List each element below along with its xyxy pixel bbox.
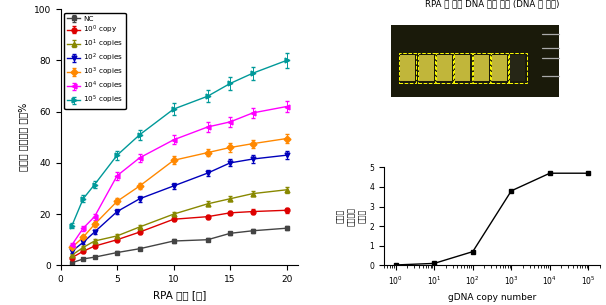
Text: 10$^0$: 10$^0$ [493, 99, 506, 108]
Bar [492, 56, 507, 81]
Bar [391, 25, 559, 97]
Bar [419, 56, 434, 81]
Bar [455, 56, 470, 81]
Y-axis label: 상대적 임피던스 변화%: 상대적 임피던스 변화% [18, 103, 28, 171]
Text: 10$^4$: 10$^4$ [420, 99, 433, 108]
Text: NC: NC [513, 101, 522, 106]
Bar [491, 53, 508, 83]
Bar [510, 56, 525, 81]
Bar [437, 56, 452, 81]
Text: 10$^2$: 10$^2$ [457, 99, 469, 108]
Bar [436, 53, 453, 83]
Text: 300bp: 300bp [563, 56, 580, 60]
Text: 1kbp: 1kbp [563, 31, 576, 36]
Y-axis label: 상대적
임피던스
변화량: 상대적 임피던스 변화량 [336, 207, 367, 226]
Text: 500bp: 500bp [563, 45, 580, 50]
Legend: NC, 10$^0$ copy, 10$^1$ copies, 10$^2$ copies, 10$^3$ copies, 10$^4$ copies, 10$: NC, 10$^0$ copy, 10$^1$ copies, 10$^2$ c… [64, 13, 126, 109]
Bar [454, 53, 471, 83]
Bar [509, 53, 527, 83]
Bar [399, 53, 416, 83]
Text: 10$^3$: 10$^3$ [438, 99, 451, 108]
Bar [474, 56, 489, 81]
Bar [473, 53, 490, 83]
Text: 10$^1$: 10$^1$ [475, 99, 487, 108]
Bar [401, 56, 415, 81]
X-axis label: gDNA copy number: gDNA copy number [448, 293, 536, 302]
Title: RPA 후 표적 DNA 증폭 확인 (DNA 젠 사용): RPA 후 표적 DNA 증폭 확인 (DNA 젠 사용) [425, 0, 559, 8]
Text: 100bp: 100bp [563, 74, 580, 79]
X-axis label: RPA 시간 [분]: RPA 시간 [분] [153, 290, 206, 300]
Bar [418, 53, 435, 83]
Text: 10$^5$: 10$^5$ [402, 99, 414, 108]
